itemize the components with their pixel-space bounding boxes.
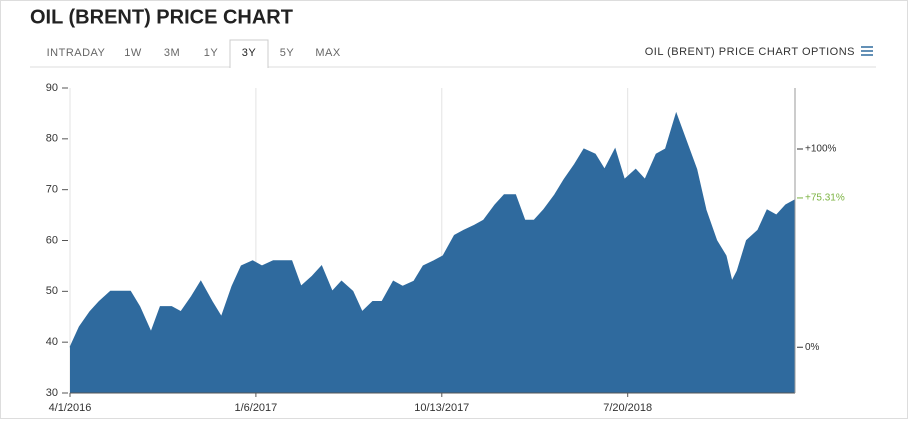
tab[interactable]: 1W xyxy=(124,47,142,59)
x-tick-label: 1/6/2017 xyxy=(234,402,277,414)
x-tick-label: 10/13/2017 xyxy=(414,402,469,414)
y-tick-label: 90 xyxy=(46,82,58,94)
options-label[interactable]: OIL (BRENT) PRICE CHART OPTIONS xyxy=(645,46,855,58)
tab[interactable]: 5Y xyxy=(280,47,295,59)
x-tick-label: 4/1/2016 xyxy=(49,402,92,414)
y-tick-label: 80 xyxy=(46,133,58,145)
y2-tick-label: 0% xyxy=(805,342,820,353)
x-tick-label: 7/20/2018 xyxy=(603,402,652,414)
frame xyxy=(0,0,908,419)
tab[interactable]: 3Y xyxy=(242,47,257,59)
y-tick-label: 50 xyxy=(46,285,58,297)
y2-tick-label: +100% xyxy=(805,144,837,155)
area-fill xyxy=(70,113,795,394)
y-tick-label: 40 xyxy=(46,336,58,348)
page-title: OIL (BRENT) PRICE CHART xyxy=(30,6,293,28)
price-line xyxy=(69,111,796,348)
y-tick-label: 70 xyxy=(46,184,58,196)
y-tick-label: 60 xyxy=(46,234,58,246)
tabs: INTRADAY 1W 3M 1Y 3Y 5Y MAX xyxy=(47,39,341,68)
menu-icon[interactable] xyxy=(861,46,873,56)
y-tick-label: 30 xyxy=(46,387,58,399)
tab[interactable]: 3M xyxy=(164,47,180,59)
last-change-label: +75.31% xyxy=(805,193,845,204)
tab[interactable]: 1Y xyxy=(204,47,219,59)
tab[interactable]: MAX xyxy=(315,47,341,59)
active-tab-box xyxy=(229,39,269,68)
tab[interactable]: INTRADAY xyxy=(47,47,106,59)
plot: 30 40 50 60 70 80 90 4/1/2016 1/6/2017 10/13/2017… xyxy=(46,82,845,414)
